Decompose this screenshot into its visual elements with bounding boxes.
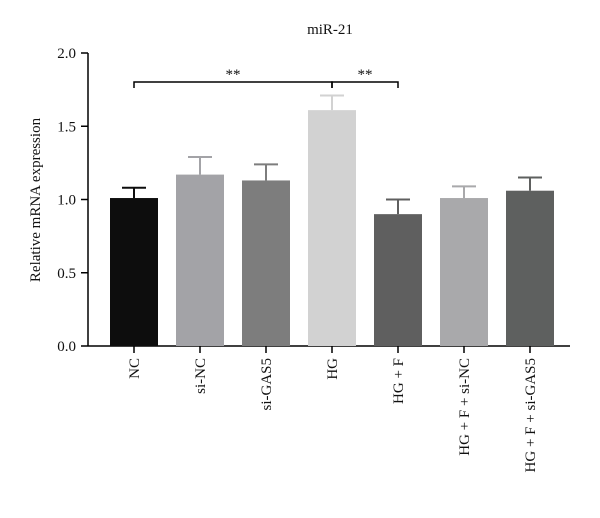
x-tick-label: HG + F bbox=[391, 358, 407, 404]
y-tick-label: 1.5 bbox=[57, 119, 76, 135]
significance-label: ** bbox=[226, 67, 241, 83]
x-tick-label: HG + F + si-NC bbox=[457, 358, 473, 456]
bar bbox=[308, 110, 356, 346]
bar bbox=[110, 198, 158, 346]
x-tick-label: NC bbox=[127, 358, 143, 379]
y-axis-label: Relative mRNA expression bbox=[28, 117, 44, 282]
bars bbox=[110, 110, 554, 346]
y-tick-label: 0.5 bbox=[57, 266, 76, 282]
x-tick-label: si-GAS5 bbox=[259, 358, 275, 411]
y-tick-label: 1.0 bbox=[57, 193, 76, 209]
bar bbox=[176, 174, 224, 346]
bar bbox=[506, 190, 554, 346]
chart-title: miR-21 bbox=[307, 22, 353, 38]
bar bbox=[242, 180, 290, 346]
significance-label: ** bbox=[358, 67, 373, 83]
x-tick-label: HG + F + si-GAS5 bbox=[523, 358, 539, 472]
bar bbox=[440, 198, 488, 346]
x-tick-label: HG bbox=[325, 358, 341, 380]
bar bbox=[374, 214, 422, 346]
x-tick-label: si-NC bbox=[193, 358, 209, 394]
significance-brackets: ** ** bbox=[133, 67, 399, 88]
error-bars bbox=[122, 94, 542, 215]
y-axis-ticks: 0.0 0.5 1.0 1.5 2.0 bbox=[57, 46, 88, 355]
x-axis-ticks: NC si-NC si-GAS5 HG HG + F HG + F + si-NC HG +… bbox=[127, 346, 539, 472]
y-tick-label: 0.0 bbox=[57, 339, 76, 355]
y-tick-label: 2.0 bbox=[57, 46, 76, 62]
significance-bracket bbox=[331, 81, 399, 88]
